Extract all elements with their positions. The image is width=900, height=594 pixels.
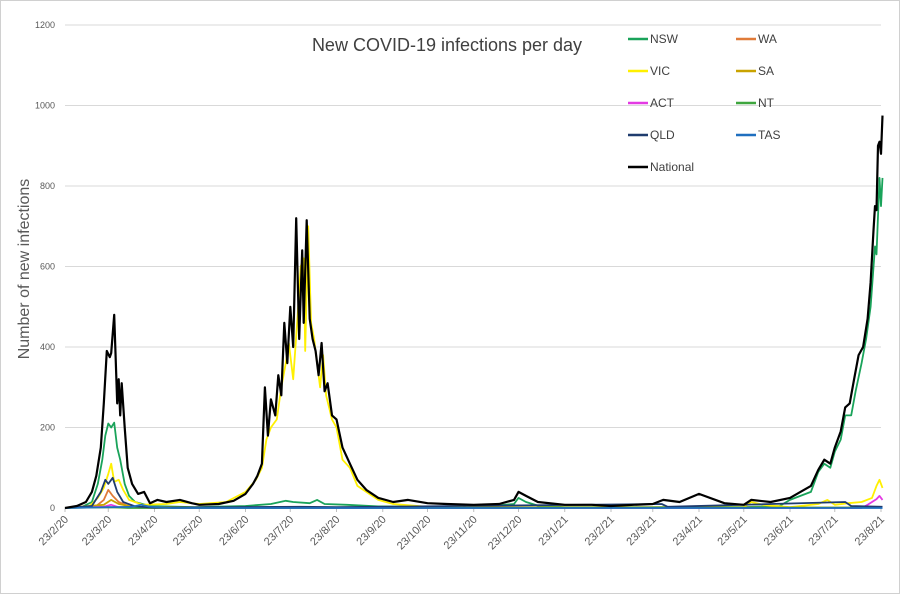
x-tick-label: 23/12/20 bbox=[486, 514, 525, 553]
legend-label-nt: NT bbox=[758, 96, 775, 110]
series-line-nsw bbox=[64, 177, 884, 509]
legend-label-nsw: NSW bbox=[650, 32, 679, 46]
legend-label-wa: WA bbox=[758, 32, 777, 46]
x-tick-label: 23/2/20 bbox=[37, 514, 71, 548]
x-tick-label: 23/11/20 bbox=[442, 514, 480, 552]
x-tick-label: 23/6/20 bbox=[217, 514, 251, 548]
legend-label-qld: QLD bbox=[650, 128, 675, 142]
legend-label-vic: VIC bbox=[650, 64, 670, 78]
series-line-vic bbox=[64, 225, 884, 509]
y-tick-label: 1200 bbox=[35, 20, 55, 30]
y-tick-label: 400 bbox=[40, 342, 55, 352]
x-tick-label: 23/5/21 bbox=[715, 514, 749, 548]
y-tick-label: 0 bbox=[50, 503, 55, 513]
x-tick-label: 23/7/21 bbox=[806, 514, 840, 548]
x-tick-label: 23/10/20 bbox=[395, 514, 434, 553]
x-tick-label: 23/5/20 bbox=[171, 514, 205, 548]
legend-label-national: National bbox=[650, 160, 694, 174]
legend-label-act: ACT bbox=[650, 96, 675, 110]
x-tick-label: 23/6/21 bbox=[762, 514, 796, 548]
y-tick-label: 1000 bbox=[35, 101, 55, 111]
y-tick-label: 200 bbox=[40, 423, 55, 433]
x-tick-label: 23/8/21 bbox=[853, 514, 887, 548]
series-line-tas bbox=[64, 503, 883, 509]
gridlines bbox=[65, 24, 881, 428]
series-lines bbox=[64, 115, 884, 510]
x-tick-label: 23/2/21 bbox=[583, 514, 617, 548]
legend: NSW WA VIC SA ACT NT QLD TAS National bbox=[628, 32, 780, 174]
x-tick-label: 23/3/20 bbox=[80, 514, 114, 548]
series-line-national bbox=[64, 115, 884, 510]
y-tick-label: 800 bbox=[40, 181, 55, 191]
x-tick-label: 23/4/20 bbox=[126, 514, 160, 548]
x-tick-label: 23/1/21 bbox=[536, 514, 570, 548]
legend-label-sa: SA bbox=[758, 64, 774, 78]
chart-title: New COVID-19 infections per day bbox=[312, 35, 582, 55]
x-tick-label: 23/8/20 bbox=[308, 514, 342, 548]
x-tick-label: 23/9/20 bbox=[354, 514, 388, 548]
y-axis-label: Number of new infections bbox=[16, 179, 33, 360]
x-tick-label: 23/3/21 bbox=[624, 514, 658, 548]
y-tick-label: 600 bbox=[40, 262, 55, 272]
x-tick-label: 23/7/20 bbox=[262, 514, 296, 548]
legend-label-tas: TAS bbox=[758, 128, 780, 142]
x-tick-label: 23/4/21 bbox=[671, 514, 705, 548]
